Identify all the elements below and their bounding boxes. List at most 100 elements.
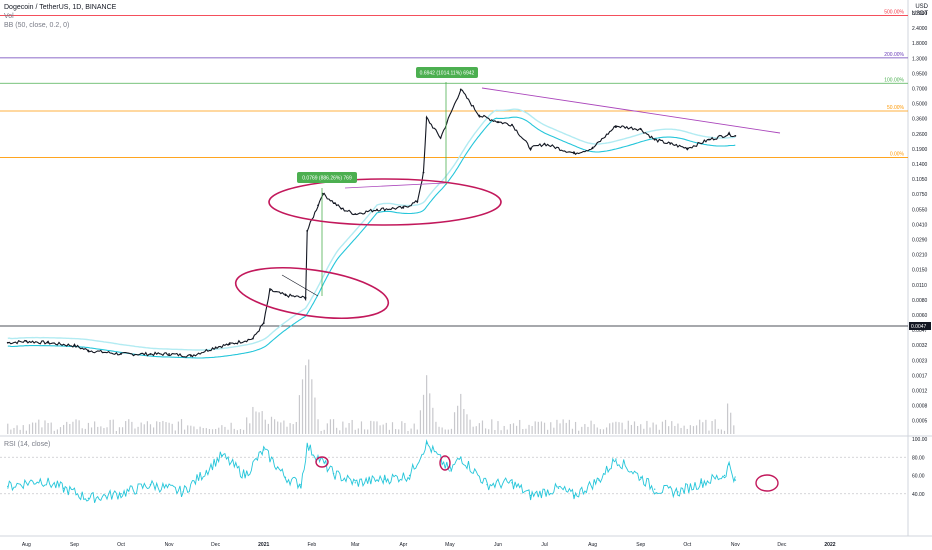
volume-bar <box>537 421 539 434</box>
time-tick-label: Feb <box>308 542 317 548</box>
volume-bar <box>494 430 496 434</box>
volume-bar <box>720 429 722 434</box>
volume-bar <box>649 427 651 434</box>
price-tick-label: 0.0110 <box>912 283 927 289</box>
volume-bar <box>16 425 18 434</box>
price-point <box>284 294 287 297</box>
price-tick-label: 0.3600 <box>912 117 928 123</box>
volume-bar <box>118 427 121 434</box>
volume-bar <box>553 427 555 434</box>
volume-bar <box>540 421 543 434</box>
rsi-point <box>557 487 560 489</box>
rsi-point <box>653 488 656 490</box>
volume-bar <box>75 419 77 434</box>
highlight-ellipse <box>268 178 502 226</box>
volume-bar <box>655 424 657 434</box>
price-point <box>376 208 378 211</box>
price-tick-label: 0.0005 <box>912 419 928 425</box>
rsi-point <box>300 483 302 486</box>
volume-bar <box>112 419 114 434</box>
volume-bar <box>407 430 409 434</box>
time-tick-label: Aug <box>588 542 597 548</box>
measure-tag <box>416 67 478 78</box>
rsi-tick-label: 40.00 <box>912 492 925 498</box>
rsi-point <box>700 482 702 484</box>
rsi-point <box>284 476 287 479</box>
last-price-tag-label: 0.0047 <box>911 324 927 330</box>
volume-bar <box>258 412 260 434</box>
volume-bar <box>475 426 477 434</box>
rsi-point <box>384 478 386 480</box>
volume-bar <box>571 428 574 434</box>
volume-indicator-label[interactable]: Vol <box>4 13 14 20</box>
price-tick-label: 1.3000 <box>912 56 928 62</box>
bollinger-indicator-label[interactable]: BB (50, close, 0.2, 0) <box>4 22 70 29</box>
volume-bar <box>97 426 99 434</box>
volume-bar <box>56 429 59 434</box>
price-point <box>47 341 49 344</box>
volume-bar <box>363 429 366 434</box>
price-point <box>669 142 672 145</box>
rsi-point <box>677 491 679 493</box>
volume-bar <box>512 423 515 434</box>
fib-level-label: 0.00% <box>890 151 905 157</box>
volume-bar <box>50 422 52 434</box>
price-point <box>529 147 532 150</box>
rsi-point <box>182 491 184 493</box>
price-point <box>478 114 481 117</box>
volume-bar <box>360 421 363 434</box>
volume-bar <box>543 422 546 434</box>
volume-bar <box>267 423 269 434</box>
volume-bar <box>668 426 670 434</box>
price-point <box>543 142 546 145</box>
price-point <box>228 343 231 346</box>
symbol-title[interactable]: Dogecoin / TetherUS, 1D, BINANCE <box>4 4 117 11</box>
volume-bar <box>357 428 359 434</box>
time-tick-label: 2022 <box>824 542 835 548</box>
time-tick-label: Nov <box>731 542 740 548</box>
volume-bar <box>624 429 626 434</box>
volume-bar <box>31 422 34 434</box>
volume-bar <box>717 428 719 434</box>
volume-bar <box>342 421 344 434</box>
time-tick-label: 2021 <box>258 542 269 548</box>
volume-bar <box>432 407 434 434</box>
volume-bar <box>702 422 704 434</box>
time-tick-label: Apr <box>399 542 407 548</box>
volume-bar <box>19 429 21 434</box>
volume-bar <box>208 429 211 434</box>
volume-bar <box>602 429 605 434</box>
volume-bar <box>143 424 145 434</box>
volume-bar <box>351 419 353 434</box>
rsi-point <box>460 456 462 458</box>
price-tick-label: 0.0290 <box>912 238 928 244</box>
time-tick-label: Dec <box>211 542 220 548</box>
volume-bar <box>444 429 446 434</box>
volume-bar <box>630 424 633 434</box>
rsi-tick-label: 100.00 <box>912 437 928 443</box>
rsi-highlight-circle <box>439 455 451 471</box>
volume-bar <box>438 426 440 434</box>
volume-bar <box>137 426 139 434</box>
volume-bar <box>314 397 316 434</box>
price-point <box>306 229 309 232</box>
volume-bar <box>190 425 192 434</box>
trend-line <box>344 182 446 189</box>
price-tick-label: 0.0060 <box>912 313 928 319</box>
rsi-indicator-label[interactable]: RSI (14, close) <box>4 441 51 448</box>
measure-tag <box>297 172 357 183</box>
price-point <box>120 353 122 355</box>
volume-bar <box>419 410 422 434</box>
volume-bar <box>472 426 474 434</box>
price-unit-bottom: USDT <box>911 11 928 17</box>
price-tick-label: 3.2000 <box>912 11 928 17</box>
price-unit-label: USD USDT <box>912 4 928 18</box>
rsi-point <box>263 449 265 451</box>
volume-bar <box>531 426 533 434</box>
volume-bar <box>298 395 301 434</box>
volume-bar <box>370 420 372 434</box>
price-point <box>251 337 254 340</box>
volume-bar <box>140 422 142 434</box>
rsi-highlight-circle <box>315 456 329 468</box>
